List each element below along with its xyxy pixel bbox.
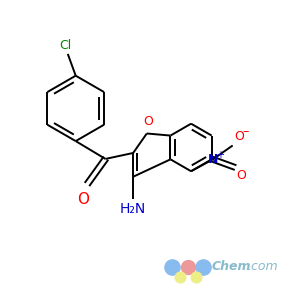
Text: N: N (208, 153, 218, 166)
Point (201, 265, 206, 269)
Point (185, 265, 190, 269)
Text: O: O (143, 115, 153, 128)
Point (169, 265, 174, 269)
Text: +: + (216, 150, 224, 161)
Text: O: O (76, 192, 88, 207)
Text: O: O (237, 169, 247, 182)
Point (193, 274, 198, 279)
Point (177, 274, 182, 279)
Text: H₂N: H₂N (120, 202, 146, 215)
Text: –: – (243, 124, 249, 137)
Text: O: O (235, 130, 244, 142)
Text: Chem: Chem (212, 260, 251, 273)
Text: .com: .com (247, 260, 278, 273)
Text: Cl: Cl (60, 39, 72, 52)
